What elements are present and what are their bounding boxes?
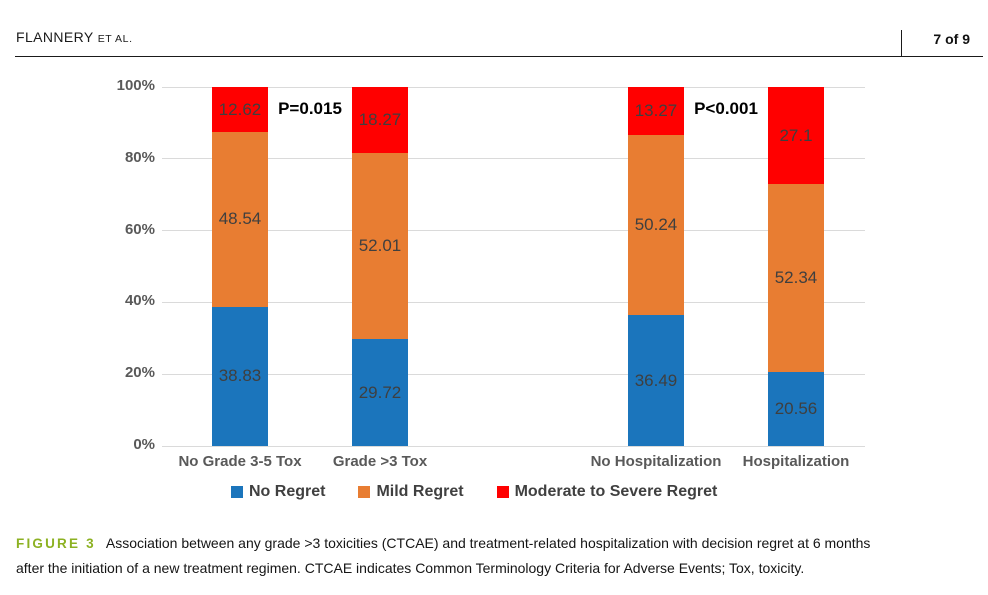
bar-segment-value: 18.27 <box>358 109 402 129</box>
bar-segment: 12.62 <box>212 87 268 133</box>
gridline <box>162 373 865 375</box>
bar-segment-value: 29.72 <box>358 382 402 402</box>
y-axis-tick-label: 20% <box>124 364 155 382</box>
bar-segment: 52.34 <box>768 184 824 373</box>
legend-label: No Regret <box>249 483 326 500</box>
bar-segment-value: 36.49 <box>634 370 678 390</box>
x-axis-category-label: No Hospitalization <box>590 453 722 470</box>
y-axis-tick-label: 40% <box>124 292 155 310</box>
et-al-text: ET AL. <box>97 33 133 45</box>
gridline <box>162 158 865 160</box>
y-axis-tick-label: 100% <box>116 77 155 94</box>
y-axis-tick-label: 0% <box>133 436 155 453</box>
bar-segment: 13.27 <box>628 87 684 135</box>
bar-segment-value: 13.27 <box>634 100 678 120</box>
x-axis-category-label: No Grade 3-5 Tox <box>178 453 302 470</box>
header-divider <box>901 30 902 57</box>
legend-item: Mild Regret <box>358 483 464 501</box>
figure-label: FIGURE 3 <box>16 536 96 551</box>
bar-segment: 18.27 <box>352 87 408 153</box>
x-axis-category-label: Grade >3 Tox <box>332 453 428 470</box>
gridline <box>162 230 865 232</box>
bar-segment-value: 48.54 <box>218 209 262 229</box>
bar-segment: 48.54 <box>212 132 268 307</box>
p-value-annotation: P=0.015 <box>278 99 342 118</box>
y-axis-tick-label: 80% <box>124 148 155 166</box>
bar-segment-value: 20.56 <box>774 399 818 419</box>
legend-color-swatch-icon <box>496 486 509 498</box>
stacked-bar: 29.72 52.01 18.27 <box>352 87 408 446</box>
bar-segment: 29.72 <box>352 339 408 446</box>
stacked-bar: 38.83 48.54 12.62 <box>212 87 268 446</box>
x-axis-category-label: Hospitalization <box>742 453 850 470</box>
legend-item: Moderate to Severe Regret <box>496 483 718 501</box>
chart-legend: No Regret Mild Regret Moderate to Severe R… <box>231 483 717 501</box>
bar-segment-value: 27.1 <box>779 125 813 145</box>
bar-segment: 50.24 <box>628 134 684 316</box>
legend-item: No Regret <box>231 483 325 501</box>
bar-segment: 20.56 <box>768 372 824 446</box>
bar-segment-value: 52.34 <box>774 268 818 288</box>
legend-label: Mild Regret <box>376 483 464 500</box>
stacked-bar: 36.49 50.24 13.27 <box>628 87 684 446</box>
bar-segment-value: 38.83 <box>218 366 262 386</box>
y-axis-tick-label: 60% <box>124 220 155 238</box>
page-number: 7 of 9 <box>933 31 970 47</box>
figure-caption: FIGURE 3 Association between any grade >3… <box>16 531 980 580</box>
p-value-annotation: P<0.001 <box>694 99 758 118</box>
caption-line1: Association between any grade >3 toxicit… <box>105 535 871 551</box>
legend-color-swatch-icon <box>358 486 371 498</box>
legend-color-swatch-icon <box>231 486 243 498</box>
legend-label: Moderate to Severe Regret <box>514 483 718 500</box>
running-head-authors: FLANNERY ET AL. <box>16 29 133 45</box>
bar-segment: 27.1 <box>768 87 824 185</box>
authors-text: FLANNERY <box>16 29 94 45</box>
bar-segment: 38.83 <box>212 306 268 446</box>
header-rule <box>15 56 983 57</box>
bar-segment-value: 52.01 <box>358 235 402 255</box>
bar-segment: 36.49 <box>628 315 684 446</box>
plot-area: 38.83 48.54 12.62 29.72 52.01 18.27 36.49 50.24… <box>162 86 865 447</box>
bar-segment-value: 50.24 <box>634 214 678 234</box>
gridline <box>162 301 865 303</box>
bar-segment-value: 12.62 <box>218 99 262 119</box>
stacked-bar: 20.56 52.34 27.1 <box>768 87 824 446</box>
gridline <box>162 445 865 447</box>
bar-segment: 52.01 <box>352 152 408 340</box>
caption-line2: after the initiation of a new treatment … <box>16 560 805 576</box>
x-axis: No Grade 3-5 Tox Grade >3 Tox No Hospitali… <box>0 453 988 475</box>
gridline <box>162 86 865 88</box>
